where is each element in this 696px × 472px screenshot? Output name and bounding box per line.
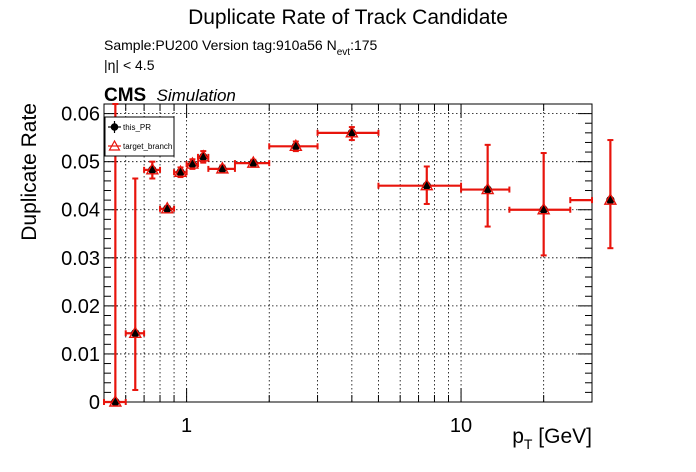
simulation-text: Simulation (157, 86, 236, 105)
data-point-target-branch (536, 202, 551, 215)
sample-text: Sample:PU200 Version tag:910a56 N (104, 37, 337, 53)
y-tick-label: 0.06 (61, 104, 100, 126)
cms-text: CMS (104, 85, 146, 106)
plot-area: 0 0.01 0.02 0.03 0.04 0.05 0.06 1 10 this_PRtarge… (61, 103, 618, 437)
data-point-target-branch (420, 178, 434, 191)
data-point-target-branch (145, 162, 160, 175)
x-tick-label: 1 (181, 415, 192, 437)
data-point-target-branch (289, 138, 303, 151)
data-point-target-branch (603, 192, 618, 205)
data-point-target-branch (173, 164, 188, 177)
legend: this_PR target_branch (104, 116, 175, 157)
legend-marker-target-branch (108, 139, 121, 151)
legend-marker-this-pr (110, 123, 119, 131)
y-tick-label: 0.01 (61, 344, 100, 366)
y-tick-label: 0.04 (61, 200, 100, 222)
data-point-target-branch (185, 156, 200, 169)
data-point-target-branch (345, 125, 359, 138)
y-tick-label: 0.03 (61, 248, 100, 270)
y-axis-label: Duplicate Rate (18, 103, 41, 241)
plot-frame (103, 103, 593, 403)
nevt-value: :175 (350, 37, 377, 53)
y-tick-label: 0.02 (61, 296, 100, 318)
y-tick-label: 0 (89, 392, 100, 414)
legend-label-target-branch: target_branch (123, 142, 172, 151)
sample-line: Sample:PU200 Version tag:910a56 Nevt:175 (104, 37, 378, 58)
legend-label-this-pr: this_PR (123, 123, 151, 132)
x-axis-label-rest: [GeV] (532, 425, 592, 448)
y-tick-label: 0.05 (61, 152, 100, 174)
cms-label: CMS Simulation (104, 85, 236, 106)
data-point-target-branch (246, 155, 260, 168)
nevt-subscript: evt (337, 47, 351, 58)
x-axis-label-sub: T (524, 436, 533, 452)
data-point-target-branch (160, 201, 174, 214)
x-axis-label: pT [GeV] (512, 425, 592, 452)
data-point-target-branch (108, 394, 123, 407)
data-point-target-branch (480, 182, 495, 195)
eta-cut-label: |η| < 4.5 (104, 57, 155, 73)
chart-title: Duplicate Rate of Track Candidate (188, 6, 508, 29)
x-axis-label-main: p (512, 425, 524, 448)
x-tick-label: 10 (450, 415, 472, 437)
data-point-target-branch (128, 325, 142, 338)
data-point-target-branch (196, 149, 210, 162)
data-point-target-branch (215, 161, 230, 174)
